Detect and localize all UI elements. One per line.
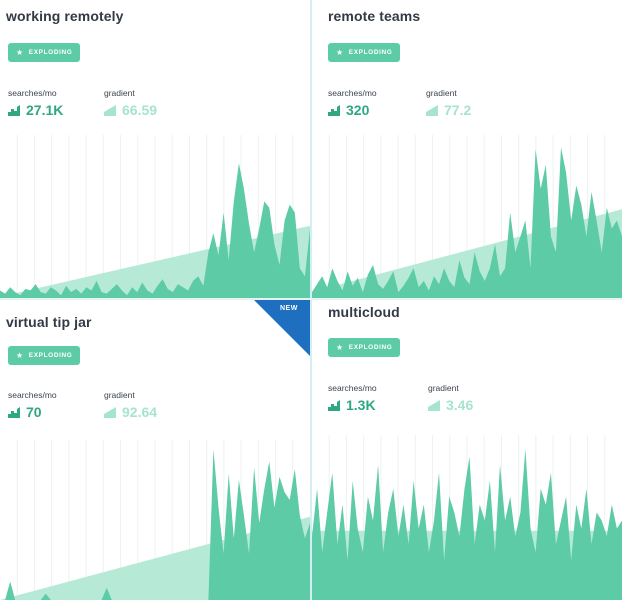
badge-label: EXPLODING [348, 344, 393, 351]
gradient-value: 92.64 [104, 404, 157, 420]
trend-chart[interactable] [0, 135, 310, 300]
trend-card-remote-teams[interactable]: remote teams ★ EXPLODING searches/mo 320… [312, 0, 622, 300]
trend-chart[interactable] [312, 435, 622, 600]
trend-chart-svg [312, 135, 622, 300]
searches-number: 27.1K [26, 102, 64, 118]
card-title[interactable]: remote teams [328, 8, 421, 24]
gradient-label: gradient [104, 88, 135, 98]
trend-icon [428, 399, 440, 411]
trend-chart-svg [0, 135, 310, 300]
searches-label: searches/mo [328, 88, 377, 98]
gradient-value: 3.46 [428, 397, 473, 413]
trend-chart-svg [312, 435, 622, 600]
star-icon: ★ [336, 342, 344, 352]
exploding-badge: ★ EXPLODING [328, 43, 401, 62]
search-volume-area [0, 163, 310, 300]
card-title[interactable]: virtual tip jar [6, 314, 92, 330]
searches-value: 70 [8, 404, 42, 420]
trend-chart-svg [0, 440, 310, 600]
trend-icon [426, 104, 438, 116]
bar-chart-icon [328, 399, 340, 411]
searches-label: searches/mo [328, 383, 377, 393]
card-title[interactable]: working remotely [6, 8, 124, 24]
gradient-label: gradient [428, 383, 459, 393]
trend-icon [104, 104, 116, 116]
star-icon: ★ [336, 47, 344, 57]
exploding-badge: ★ EXPLODING [8, 346, 81, 365]
search-volume-area [0, 449, 310, 600]
new-ribbon [254, 300, 310, 356]
searches-value: 1.3K [328, 397, 376, 413]
grid-divider-horizontal [0, 298, 622, 300]
bar-chart-icon [8, 104, 20, 116]
star-icon: ★ [16, 350, 24, 360]
card-title[interactable]: multicloud [328, 304, 400, 320]
bar-chart-icon [8, 406, 20, 418]
search-volume-area [312, 147, 622, 300]
trend-card-working-remotely[interactable]: working remotely ★ EXPLODING searches/mo… [0, 0, 310, 300]
new-label: NEW [280, 305, 298, 312]
gradient-number: 77.2 [444, 102, 472, 118]
exploding-badge: ★ EXPLODING [328, 338, 401, 357]
badge-label: EXPLODING [28, 49, 73, 56]
badge-label: EXPLODING [348, 49, 393, 56]
trend-card-virtual-tip-jar[interactable]: virtual tip jar ★ EXPLODING searches/mo … [0, 300, 310, 600]
grid-divider-vertical [310, 0, 312, 600]
star-icon: ★ [16, 47, 24, 57]
searches-label: searches/mo [8, 88, 57, 98]
gradient-value: 66.59 [104, 102, 157, 118]
gradient-value: 77.2 [426, 102, 471, 118]
searches-value: 320 [328, 102, 369, 118]
bar-chart-icon [328, 104, 340, 116]
gradient-number: 92.64 [122, 404, 158, 420]
exploding-badge: ★ EXPLODING [8, 43, 81, 62]
searches-number: 70 [26, 404, 42, 420]
search-volume-area [312, 449, 622, 600]
searches-value: 27.1K [8, 102, 63, 118]
trend-chart[interactable] [0, 440, 310, 600]
badge-label: EXPLODING [28, 352, 73, 359]
trend-chart[interactable] [312, 135, 622, 300]
searches-number: 1.3K [346, 397, 376, 413]
gradient-label: gradient [426, 88, 457, 98]
searches-label: searches/mo [8, 390, 57, 400]
gradient-label: gradient [104, 390, 135, 400]
gradient-number: 3.46 [446, 397, 474, 413]
trend-icon [104, 406, 116, 418]
gradient-number: 66.59 [122, 102, 158, 118]
trend-card-multicloud[interactable]: multicloud ★ EXPLODING searches/mo 1.3K … [312, 300, 622, 600]
searches-number: 320 [346, 102, 370, 118]
